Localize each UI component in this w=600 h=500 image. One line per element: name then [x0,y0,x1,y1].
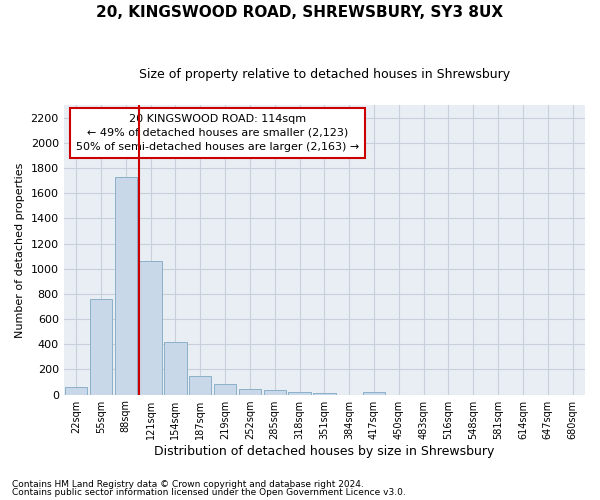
Text: 20 KINGSWOOD ROAD: 114sqm
← 49% of detached houses are smaller (2,123)
50% of se: 20 KINGSWOOD ROAD: 114sqm ← 49% of detac… [76,114,359,152]
Y-axis label: Number of detached properties: Number of detached properties [15,162,25,338]
Bar [214,384,236,394]
Bar [189,376,211,394]
Bar [363,392,385,394]
Title: Size of property relative to detached houses in Shrewsbury: Size of property relative to detached ho… [139,68,510,80]
Bar [239,389,261,394]
Bar [263,390,286,394]
Text: 20, KINGSWOOD ROAD, SHREWSBURY, SY3 8UX: 20, KINGSWOOD ROAD, SHREWSBURY, SY3 8UX [97,5,503,20]
Bar [139,262,162,394]
Text: Contains public sector information licensed under the Open Government Licence v3: Contains public sector information licen… [12,488,406,497]
Bar [164,342,187,394]
Bar [289,392,311,394]
Bar [313,392,335,394]
Bar [90,299,112,394]
Text: Contains HM Land Registry data © Crown copyright and database right 2024.: Contains HM Land Registry data © Crown c… [12,480,364,489]
X-axis label: Distribution of detached houses by size in Shrewsbury: Distribution of detached houses by size … [154,444,494,458]
Bar [115,177,137,394]
Bar [65,387,87,394]
